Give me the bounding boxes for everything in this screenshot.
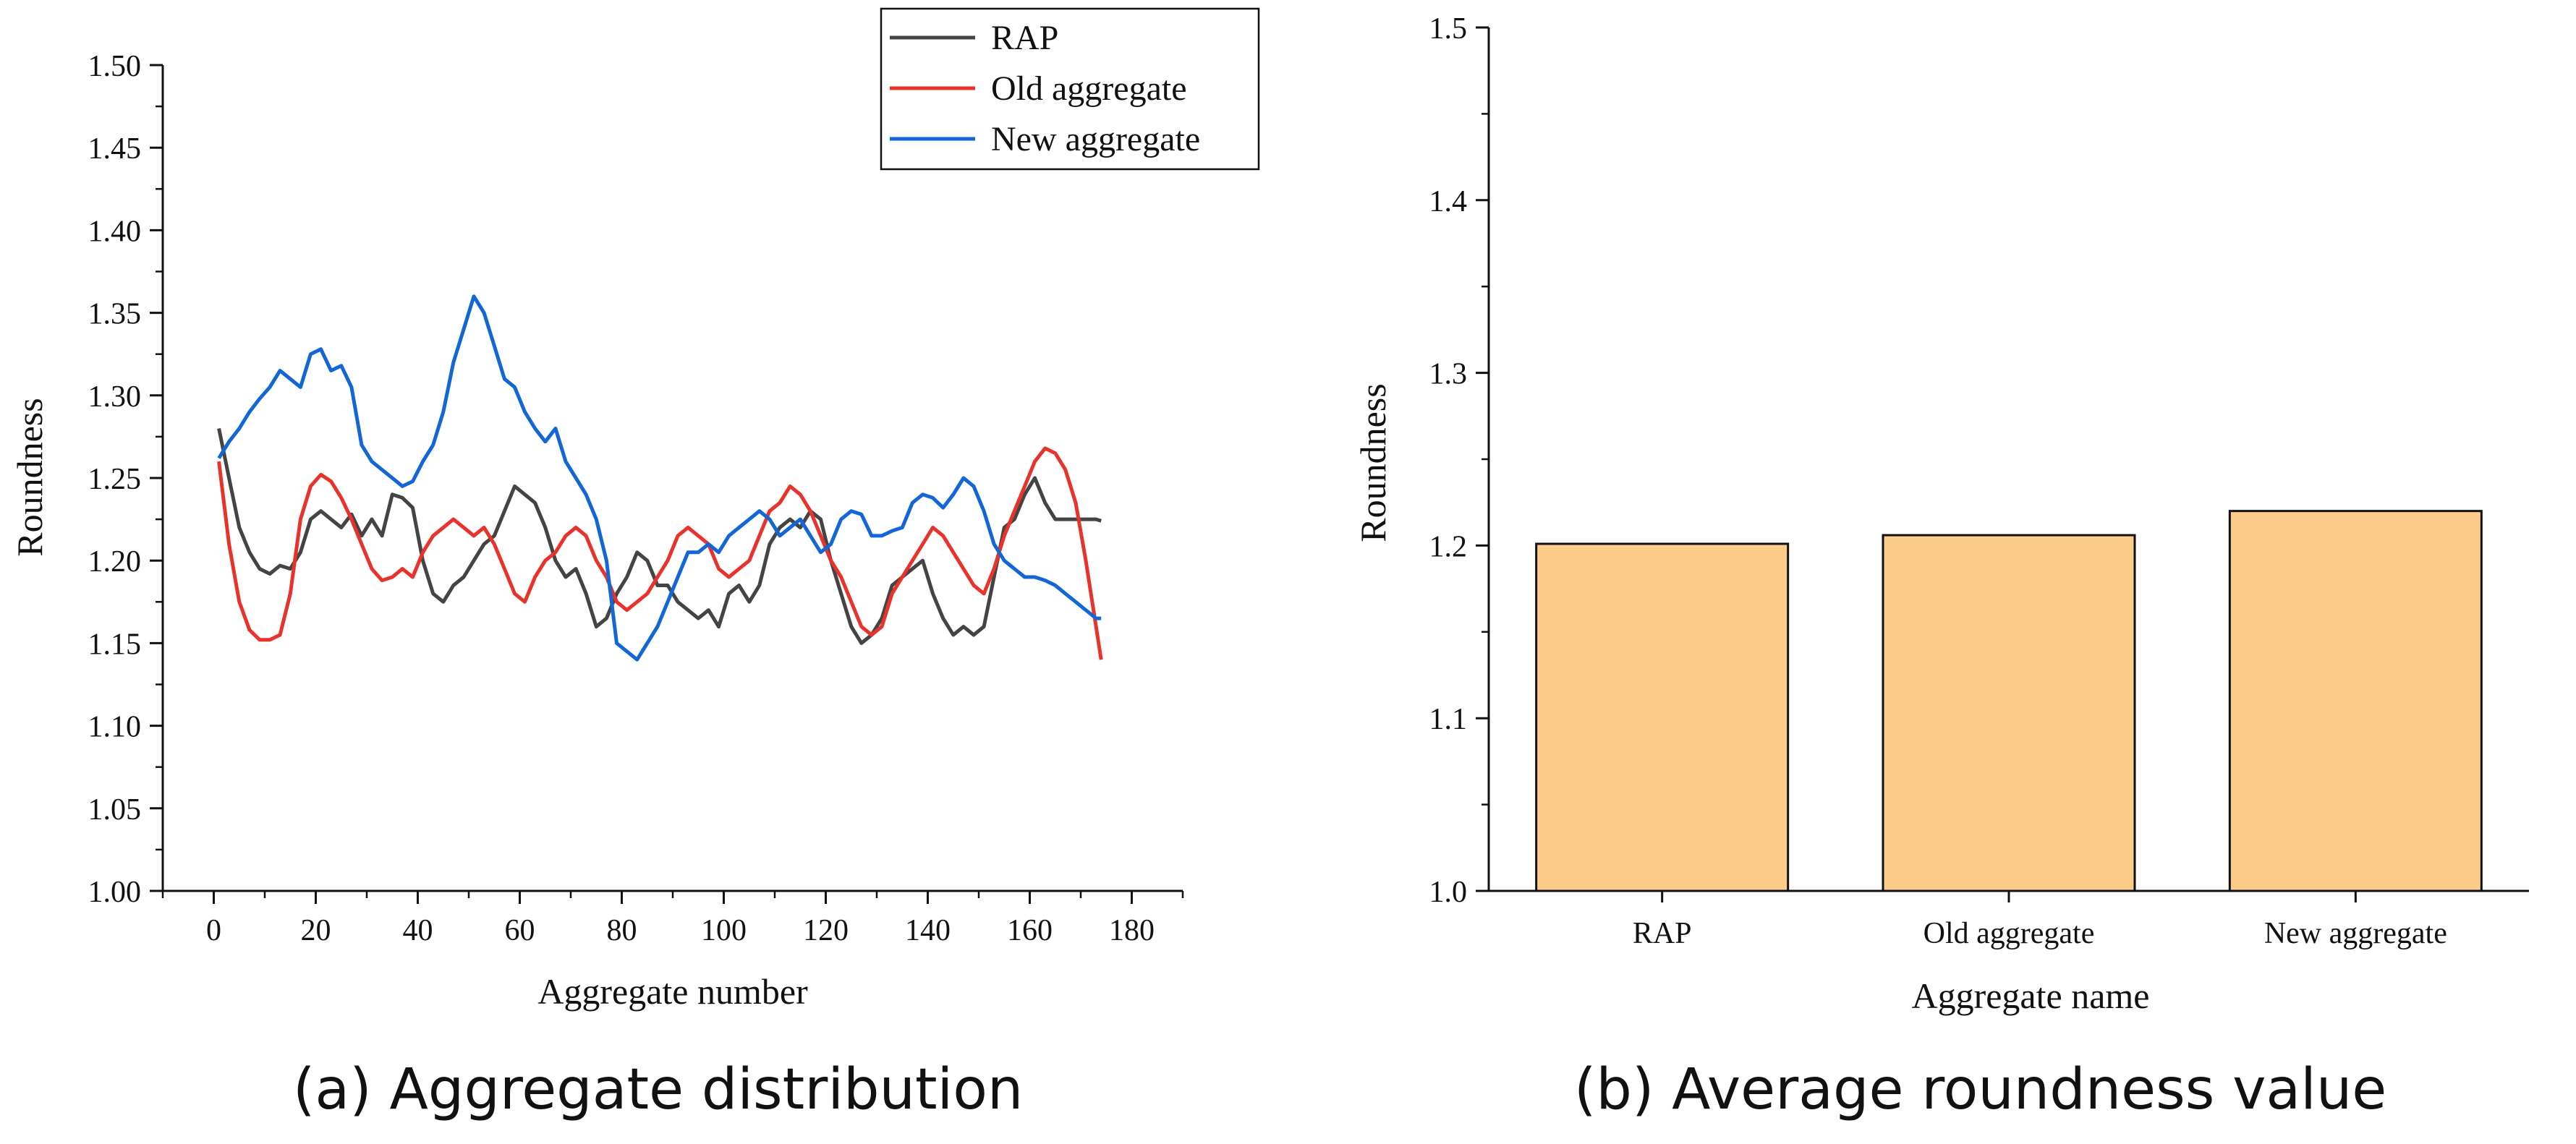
x-tick-label: 180 xyxy=(1109,914,1155,947)
series-line-rap xyxy=(217,427,1102,645)
y-tick-label: 1.40 xyxy=(88,215,142,248)
x-tick-label: 20 xyxy=(301,914,331,947)
y-tick-label: 1.1 xyxy=(1429,703,1468,736)
y-tick-label: 1.50 xyxy=(88,50,142,83)
y-tick-label: 1.45 xyxy=(88,132,142,166)
x-tick-label: New aggregate xyxy=(2264,917,2447,950)
y-tick-label: 1.30 xyxy=(88,380,142,414)
bar-chart-average-roundness: Roundness Aggregate name 1.0 1.1 1.2 1.3 1.4… xyxy=(1353,12,2529,1016)
x-tick-label: 60 xyxy=(505,914,535,947)
x-tick-label: Old aggregate xyxy=(1924,917,2095,950)
y-tick-label: 1.0 xyxy=(1429,876,1468,909)
x-tick-label: 40 xyxy=(403,914,433,947)
x-axis-label: Aggregate number xyxy=(537,971,808,1012)
y-axis-label: Roundness xyxy=(9,398,50,556)
y-tick-label: 1.25 xyxy=(88,463,142,496)
x-tick-label: 80 xyxy=(607,914,637,947)
series-line-new-aggregate xyxy=(217,294,1102,662)
legend-label: New aggregate xyxy=(991,120,1200,158)
x-axis-label: Aggregate name xyxy=(1911,976,2149,1016)
legend-label: RAP xyxy=(991,19,1058,57)
series-line-old-aggregate xyxy=(217,446,1103,660)
x-tick-label: 140 xyxy=(905,914,951,947)
legend-label: Old aggregate xyxy=(991,69,1187,108)
y-tick-label: 1.15 xyxy=(88,628,142,661)
y-tick-label: 1.10 xyxy=(88,711,142,744)
x-tick-label: 100 xyxy=(701,914,747,947)
y-axis-label: Roundness xyxy=(1353,383,1393,542)
bar-new-aggregate xyxy=(2228,510,2483,892)
y-tick-label: 1.5 xyxy=(1429,12,1468,46)
y-tick-label: 1.4 xyxy=(1429,185,1468,218)
y-tick-label: 1.3 xyxy=(1429,358,1468,391)
caption-b: (b) Average roundness value xyxy=(1574,1057,2387,1122)
x-tick-label: 160 xyxy=(1007,914,1053,947)
x-tick-label: 0 xyxy=(206,914,221,947)
y-tick-label: 1.35 xyxy=(88,298,142,331)
x-tick-label: RAP xyxy=(1633,917,1692,950)
caption-a: (a) Aggregate distribution xyxy=(293,1057,1024,1122)
y-tick-label: 1.2 xyxy=(1429,530,1468,563)
y-tick-label: 1.05 xyxy=(88,793,142,827)
y-tick-label: 1.00 xyxy=(88,876,142,909)
line-chart-aggregate-distribution: Roundness Aggregate number 1.00 1.05 1.10 1… xyxy=(9,7,1260,1012)
y-tick-label: 1.20 xyxy=(88,545,142,579)
bar-rap xyxy=(1535,542,1790,892)
x-tick-label: 120 xyxy=(803,914,849,947)
bar-old-aggregate xyxy=(1882,534,2136,892)
